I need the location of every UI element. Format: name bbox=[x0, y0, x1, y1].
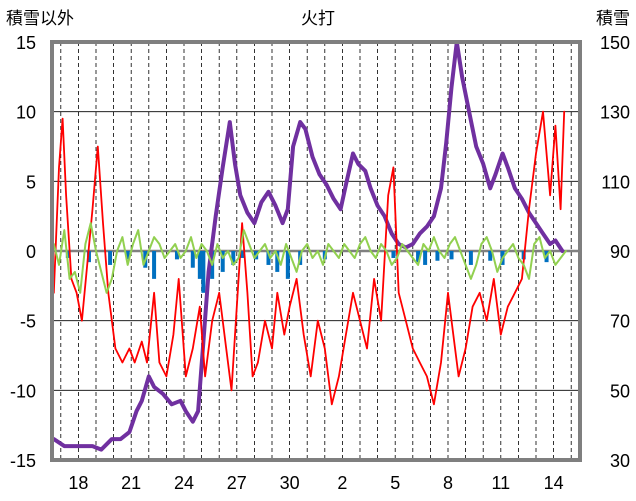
precipitation-bar bbox=[190, 251, 195, 268]
precipitation-bar bbox=[152, 251, 157, 279]
left-tick-label: -10 bbox=[10, 381, 36, 401]
precipitation-bar bbox=[231, 251, 236, 265]
precipitation-bar bbox=[125, 251, 130, 260]
precipitation-bar bbox=[423, 251, 428, 265]
right-tick-label: 110 bbox=[601, 172, 630, 192]
left-tick-label: -5 bbox=[20, 312, 36, 332]
left-axis-title: 積雪以外 bbox=[6, 9, 74, 28]
precipitation-bar bbox=[174, 251, 179, 260]
precipitation-bar bbox=[391, 251, 396, 258]
precipitation-bar bbox=[468, 251, 473, 265]
x-tick-label: 2 bbox=[337, 473, 347, 493]
x-tick-label: 8 bbox=[443, 473, 453, 493]
precipitation-bar bbox=[108, 251, 113, 265]
precipitation-bar bbox=[240, 251, 245, 258]
precipitation-bar bbox=[197, 251, 202, 279]
snow_depth-line bbox=[51, 40, 565, 452]
series-lines bbox=[51, 40, 567, 452]
wind-line bbox=[52, 222, 567, 294]
right-tick-label: 130 bbox=[600, 103, 630, 123]
right-axis-title: 積雪 bbox=[596, 9, 630, 28]
right-tick-label: 30 bbox=[610, 451, 630, 471]
x-tick-label: 18 bbox=[68, 473, 88, 493]
precipitation-bar bbox=[416, 251, 421, 263]
precipitation-bar bbox=[266, 251, 271, 265]
x-tick-label: 11 bbox=[491, 473, 510, 493]
x-tick-label: 5 bbox=[390, 473, 400, 493]
left-axis-ticks: 15 10 5 0 -5 -10 -15 bbox=[10, 33, 36, 471]
right-tick-label: 90 bbox=[610, 242, 630, 262]
precipitation-bar bbox=[435, 251, 440, 261]
precipitation-bar bbox=[449, 251, 454, 260]
precipitation-bar bbox=[275, 251, 280, 272]
precipitation-bar bbox=[201, 251, 206, 293]
x-axis-ticks: 18 21 24 27 30 2 5 8 11 14 bbox=[68, 473, 563, 493]
left-tick-label: 5 bbox=[26, 172, 36, 192]
plot-frame bbox=[50, 40, 582, 462]
precipitation-bar bbox=[86, 251, 91, 263]
left-tick-label: -15 bbox=[10, 451, 36, 471]
right-tick-label: 50 bbox=[610, 381, 630, 401]
right-tick-label: 150 bbox=[600, 33, 630, 53]
chart-title: 火打 bbox=[301, 9, 335, 28]
x-tick-label: 27 bbox=[227, 473, 247, 493]
right-tick-label: 70 bbox=[610, 312, 630, 332]
left-tick-label: 0 bbox=[26, 242, 36, 262]
temperature-line bbox=[52, 110, 566, 406]
left-tick-label: 15 bbox=[16, 33, 36, 53]
precipitation-bar bbox=[488, 251, 493, 261]
precipitation-bar bbox=[285, 251, 290, 279]
precipitation-bar bbox=[220, 251, 225, 272]
x-tick-label: 14 bbox=[544, 473, 564, 493]
x-tick-label: 21 bbox=[121, 473, 141, 493]
x-tick-label: 24 bbox=[174, 473, 194, 493]
x-tick-label: 30 bbox=[280, 473, 300, 493]
right-axis-ticks: 150 130 110 90 70 50 30 bbox=[600, 33, 630, 471]
left-tick-label: 10 bbox=[16, 103, 36, 123]
